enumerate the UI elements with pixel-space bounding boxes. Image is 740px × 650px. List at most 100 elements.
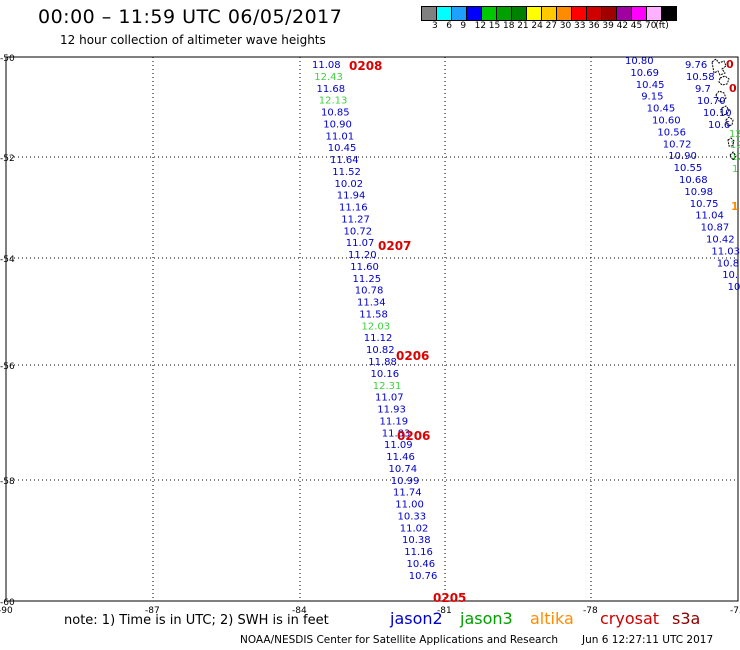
swh-value: 11.16 [404, 547, 433, 558]
swh-value: 10.82 [366, 345, 395, 356]
map-subtitle: 12 hour collection of altimeter wave hei… [60, 33, 326, 47]
swh-value: 10.46 [407, 559, 436, 570]
swh-value: 10.10 [703, 108, 732, 119]
swh-value: 12.13 [319, 96, 348, 107]
map-frame [5, 56, 739, 602]
swh-value: 11.07 [346, 238, 375, 249]
swh-value: 10.33 [398, 511, 427, 522]
date-label: 1 [731, 200, 739, 213]
swh-value: 11.07 [375, 393, 404, 404]
swh-value: 10.90 [323, 119, 352, 130]
scale-label: 3 [432, 21, 438, 31]
scale-label: 33 [574, 21, 586, 31]
swh-value: 10.78 [355, 286, 384, 297]
pass-date-label: 0207 [378, 239, 411, 253]
swh-value: 10.72 [344, 226, 373, 237]
swh-value: 10.99 [391, 476, 420, 487]
longitude-label: -84 [292, 606, 307, 616]
swh-value: 11.00 [395, 500, 424, 511]
satellite-legend-altika: altika [530, 609, 574, 628]
scale-label: 39 [602, 21, 614, 31]
scale-label: 24 [531, 21, 543, 31]
swh-value: 10.8 [717, 258, 739, 269]
swh-value: 10.69 [630, 68, 659, 79]
scale-label: 42 [616, 21, 629, 31]
swh-value: 10.85 [321, 108, 350, 119]
pass-date-label: 0206 [396, 349, 429, 363]
swh-value: 10.16 [371, 369, 400, 380]
swh-value: 11.03 [711, 246, 740, 257]
swh-value: 11.34 [357, 298, 386, 309]
note-text: note: 1) Time is in UTC; 2) SWH is in fe… [64, 613, 329, 628]
swh-value: 10.45 [647, 104, 676, 115]
scale-label: (ft) [655, 21, 669, 31]
scale-label: 9 [460, 21, 467, 31]
swh-value: 10.80 [625, 56, 654, 67]
swh-value: 11.68 [317, 84, 346, 95]
swh-value: 10.76 [409, 571, 438, 582]
swh-value: 12.03 [362, 321, 391, 332]
swh-value: 10.6 [708, 120, 730, 131]
swh-value: 10.60 [652, 116, 681, 127]
date-label: 0 [726, 58, 734, 71]
generation-timestamp: Jun 6 12:27:11 UTC 2017 [582, 634, 714, 646]
swh-value: 11.04 [695, 211, 724, 222]
swh-value: 9.7 [695, 84, 711, 95]
scale-label: 21 [517, 21, 529, 31]
coastline [725, 116, 734, 127]
swh-value: 10. [722, 270, 738, 281]
swh-value: 11.20 [348, 250, 377, 261]
scale-label: 45 [630, 21, 643, 31]
swh-value: 10 [728, 282, 740, 293]
scale-label: 18 [503, 21, 515, 31]
scale-label: 36 [588, 21, 600, 31]
satellite-legend-jason2: jason2 [390, 609, 443, 628]
swh-value: 10.55 [674, 163, 703, 174]
swh-value: 11.02 [400, 523, 429, 534]
swh-value: 10.45 [328, 143, 357, 154]
swh-value: 12. [731, 152, 740, 163]
latitude-label: -60 [0, 598, 15, 608]
longitude-label: -78 [583, 606, 598, 616]
scale-label: 6 [446, 21, 452, 31]
swh-value: 10.38 [402, 535, 431, 546]
swh-value: 10.56 [657, 127, 686, 138]
swh-value: 11.12 [364, 333, 393, 344]
coastline [711, 58, 727, 76]
swh-value: 11.58 [359, 309, 388, 320]
swh-value: 11.08 [312, 60, 341, 71]
satellite-legend-cryosat: cryosat [600, 609, 660, 628]
swh-value: 10.75 [690, 199, 719, 210]
swh-value: 11.64 [330, 155, 359, 166]
scale-label: 15 [488, 21, 501, 31]
map-title: 00:00 – 11:59 UTC 06/05/2017 [38, 6, 343, 28]
swh-value: 11.83 [382, 428, 411, 439]
swh-value: 10.45 [636, 80, 665, 91]
swh-value: 11.16 [339, 203, 368, 214]
swh-value: 12.9 [730, 140, 740, 151]
swh-value: 10.42 [706, 235, 735, 246]
scale-swatch [661, 6, 677, 21]
longitude-label: -75 [730, 606, 740, 616]
satellite-legend-jason3: jason3 [460, 609, 513, 628]
pass-date-label: 0205 [433, 591, 466, 605]
swh-value: 11.25 [353, 274, 382, 285]
swh-value: 11.94 [337, 191, 366, 202]
latitude-label: -56 [0, 362, 15, 372]
longitude-label: -87 [145, 606, 160, 616]
coastline [718, 75, 730, 86]
pass-date-label: 0206 [397, 429, 430, 443]
coastline [727, 137, 735, 147]
pass-date-label: 0208 [349, 59, 382, 73]
latitude-label: -52 [0, 154, 15, 164]
swh-value: 11.88 [368, 357, 397, 368]
swh-value: 10.72 [663, 139, 692, 150]
latitude-label: -58 [0, 477, 15, 487]
coastline [729, 151, 737, 161]
swh-value: 11.74 [393, 488, 422, 499]
latitude-label: -54 [0, 255, 15, 265]
swh-value: 12.43 [314, 72, 343, 83]
swh-value: 12.31 [373, 381, 402, 392]
swh-value: 11.60 [350, 262, 379, 273]
